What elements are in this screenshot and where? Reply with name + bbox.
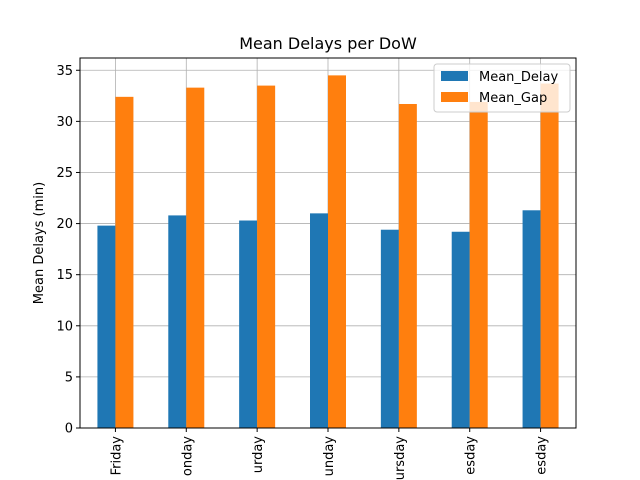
bar-mean-gap — [328, 75, 346, 428]
bar-mean-delay — [380, 229, 399, 428]
legend-label: Mean_Gap — [479, 91, 547, 106]
y-tick-label: 20 — [56, 217, 73, 232]
legend: Mean_Delay Mean_Gap — [433, 63, 571, 113]
bar-mean-delay — [451, 231, 470, 428]
bar-mean-delay — [97, 225, 116, 428]
x-tick-label: onday — [180, 436, 195, 476]
bar-mean-gap — [257, 85, 276, 429]
bar-mean-delay — [310, 213, 328, 428]
x-tick-label: ursday — [393, 436, 408, 480]
bar-mean-gap — [115, 96, 134, 428]
y-tick-label: 5 — [65, 370, 73, 385]
y-tick-label: 35 — [56, 64, 73, 79]
y-axis-label: Mean Delays (min) — [32, 182, 47, 304]
x-tick-label: urday — [251, 436, 266, 474]
bars — [97, 75, 559, 429]
bar-mean-gap — [398, 103, 417, 428]
legend-swatch — [441, 92, 468, 102]
y-tick-label: 15 — [56, 268, 73, 283]
bar-mean-gap — [540, 83, 559, 428]
chart-title: Mean Delays per DoW — [239, 34, 417, 53]
bar-mean-gap — [469, 101, 488, 428]
y-tick-label: 25 — [56, 166, 73, 181]
axes: 0 5 10 15 20 25 30 35 Friday onday urday unday ursda… — [56, 64, 549, 480]
x-tick-label: unday — [322, 436, 337, 477]
bar-mean-gap — [186, 87, 205, 429]
y-tick-label: 0 — [65, 422, 73, 437]
y-tick-label: 10 — [56, 319, 73, 334]
bar-mean-delay — [239, 220, 258, 428]
legend-label: Mean_Delay — [479, 70, 559, 85]
bar-mean-delay — [168, 215, 187, 428]
x-tick-label: esday — [535, 436, 550, 475]
bar-mean-delay — [522, 210, 541, 428]
y-tick-label: 30 — [56, 115, 73, 130]
legend-swatch — [441, 71, 468, 81]
x-tick-label: esday — [464, 436, 479, 475]
x-tick-label: Friday — [109, 436, 124, 476]
